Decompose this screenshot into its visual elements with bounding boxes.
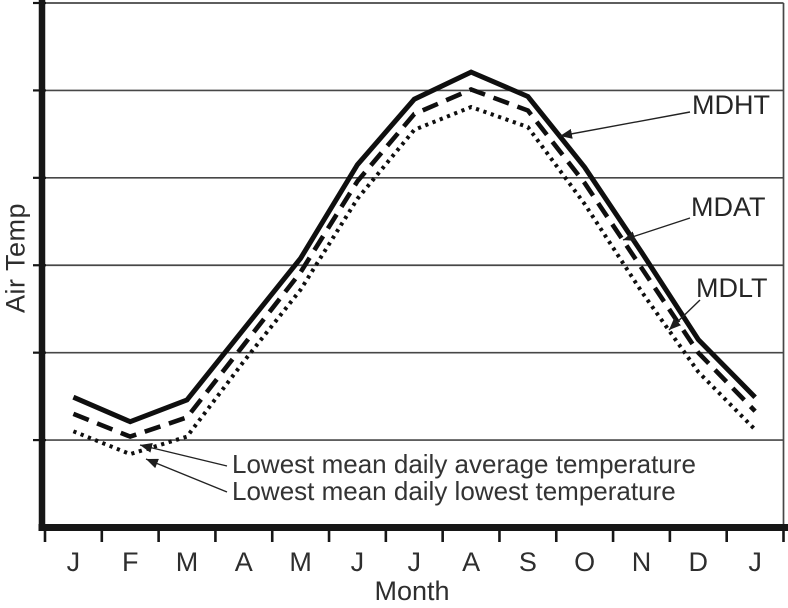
series-line-mdat [72, 87, 757, 440]
mdht-leader-arrow [559, 111, 691, 139]
x-tick-label-0-J: J [66, 547, 81, 577]
series-label-mdht: MDHT [692, 90, 770, 120]
x-tick-label-4-M: M [289, 547, 312, 577]
series-label-mdat: MDAT [691, 192, 766, 222]
x-tick-label-11-D: D [688, 547, 709, 577]
x-tick-label-12-J: J [748, 547, 762, 577]
annotation-lowest-mean-daily-average: Lowest mean daily average temperature [232, 449, 696, 479]
x-tick-label-3-A: A [234, 547, 253, 577]
lowest-lowest-arrow [145, 458, 228, 493]
x-tick-label-2-M: M [175, 547, 199, 577]
x-tick-label-6-J: J [407, 547, 422, 577]
series-label-mdlt: MDLT [696, 273, 768, 303]
annotation-lowest-mean-daily-lowest: Lowest mean daily lowest temperature [232, 476, 676, 506]
series-line-mdht [72, 69, 757, 425]
y-axis-title: Air Temp [0, 202, 31, 314]
x-tick-label-8-S: S [518, 547, 537, 577]
mdlt-leader-arrow [668, 299, 701, 331]
x-tick-label-7-A: A [462, 547, 481, 577]
x-tick-label-10-N: N [631, 547, 652, 577]
lowest-average-arrow [139, 442, 228, 467]
x-tick-label-9-O: O [574, 547, 596, 577]
x-tick-label-1-F: F [121, 547, 139, 577]
x-axis-title: Month [374, 576, 450, 606]
x-tick-label-5-J: J [350, 547, 365, 577]
mdat-leader-arrow [622, 217, 691, 242]
